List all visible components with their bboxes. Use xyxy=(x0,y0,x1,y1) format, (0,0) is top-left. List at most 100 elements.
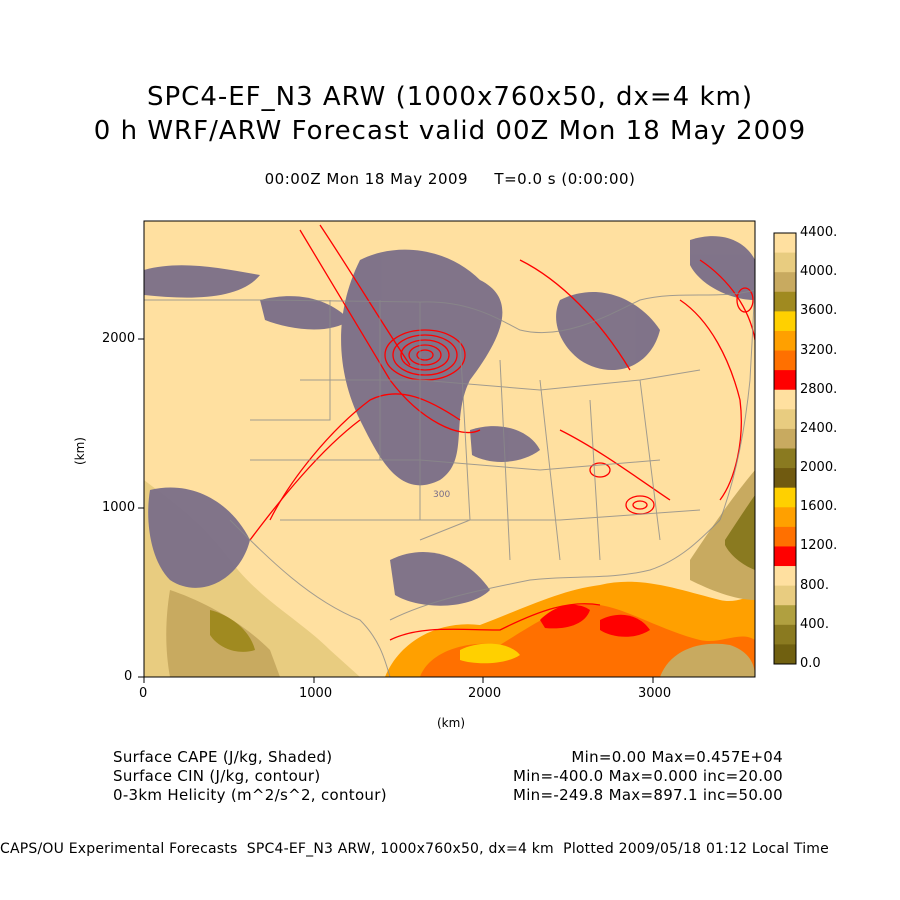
colorbar-swatch xyxy=(774,252,796,273)
colorbar-label: 800. xyxy=(800,577,829,593)
border-mexico xyxy=(229,519,391,677)
helicity-plume-3 xyxy=(269,393,461,521)
plot-title-line-1: SPC4-EF_N3 ARW (1000x760x50, dx=4 km) xyxy=(146,82,753,112)
cin-field-stats: Min=-400.0 Max=0.000 inc=20.00 xyxy=(512,767,783,785)
x-tick-label-1000: 1000 xyxy=(299,686,333,701)
colorbar-label: 3200. xyxy=(800,342,838,358)
state-line-11 xyxy=(280,509,701,521)
helicity-east-1 xyxy=(679,299,742,501)
colorbar-swatch xyxy=(774,624,796,645)
cape-west-terrain-dark-2 xyxy=(210,610,255,652)
colorbar-swatch xyxy=(774,389,796,410)
map-panel: 300 xyxy=(144,221,755,677)
colorbar-swatch xyxy=(774,468,796,489)
map-frame xyxy=(143,220,756,678)
cin-patch-north-2 xyxy=(260,296,350,330)
state-line-9 xyxy=(300,369,701,391)
coast-gulf xyxy=(389,519,721,621)
colorbar-label: 4000. xyxy=(800,264,838,280)
cape-gulf-water xyxy=(660,643,755,677)
colorbar-swatch xyxy=(774,448,796,469)
helicity-max-ring-2 xyxy=(392,334,458,376)
helicity-plume-4 xyxy=(249,419,361,541)
axis-ticks xyxy=(138,338,654,683)
cape-east-terrain xyxy=(690,470,755,600)
cape-east-terrain-dark xyxy=(725,495,755,570)
colorbar-label: 1200. xyxy=(800,538,838,554)
state-line-1 xyxy=(250,300,331,421)
state-line-10 xyxy=(250,459,661,471)
helicity-east-cell-2 xyxy=(632,500,648,510)
helicity-field-label: 0-3km Helicity (m^2/s^2, contour) xyxy=(113,786,387,804)
cin-patch-southwest xyxy=(148,487,250,588)
colorbar-label: 1600. xyxy=(800,499,838,515)
y-axis-label: (km) xyxy=(73,436,88,466)
helicity-field-stats: Min=-249.8 Max=897.1 inc=50.00 xyxy=(512,786,783,804)
y-tick-label-1000: 1000 xyxy=(102,500,136,515)
x-tick-label-0: 0 xyxy=(139,686,148,701)
colorbar-swatch xyxy=(774,644,796,665)
colorbar-label: 3600. xyxy=(800,303,838,319)
colorbar-swatch xyxy=(774,566,796,587)
x-tick-label-2000: 2000 xyxy=(468,686,502,701)
coast-east xyxy=(719,259,755,521)
colorbar-swatch xyxy=(774,585,796,606)
y-tick-label-2000: 2000 xyxy=(102,331,136,346)
helicity-plume-6 xyxy=(559,429,671,501)
helicity-plume-1 xyxy=(299,229,481,434)
cape-gulf-red-1 xyxy=(540,604,590,629)
colorbar-swatch xyxy=(774,311,796,332)
state-line-6 xyxy=(539,379,561,561)
cin-patch-east xyxy=(556,291,660,370)
colorbar-label: 400. xyxy=(800,616,829,632)
boundary-outlines xyxy=(144,259,755,677)
cape-field-label: Surface CAPE (J/kg, Shaded) xyxy=(113,748,333,766)
cape-field-stats: Min=0.00 Max=0.457E+04 xyxy=(571,748,783,766)
state-line-5 xyxy=(499,359,511,561)
colorbar-label: 4400. xyxy=(800,225,838,240)
colorbar-swatch xyxy=(774,428,796,449)
colorbar-swatch xyxy=(774,370,796,391)
helicity-east-cell-3 xyxy=(589,462,611,478)
colorbar-swatch xyxy=(774,272,796,293)
y-tick-label-0: 0 xyxy=(124,669,133,684)
helicity-plume-5 xyxy=(519,259,631,371)
colorbar-swatch xyxy=(774,350,796,371)
colorbar-swatch xyxy=(774,291,796,312)
plot-time-line: 00:00Z Mon 18 May 2009 T=0.0 s (0:00:00) xyxy=(264,170,636,188)
helicity-contours xyxy=(249,224,755,641)
colorbar-swatch xyxy=(774,605,796,626)
colorbar-swatch xyxy=(774,526,796,547)
cin-field-label: Surface CIN (J/kg, contour) xyxy=(113,767,321,785)
cape-gulf-red-2 xyxy=(600,614,650,637)
colorbar-label: 2400. xyxy=(800,420,838,436)
colorbar-swatch xyxy=(774,507,796,528)
colorbar-swatch xyxy=(774,546,796,567)
cin-patch-north-1 xyxy=(144,265,260,298)
x-axis-label: (km) xyxy=(437,716,466,730)
helicity-plume-2 xyxy=(319,224,411,366)
colorbar-swatch xyxy=(774,409,796,430)
colorbar-label: 2000. xyxy=(800,460,838,476)
colorbar xyxy=(773,232,797,665)
state-line-7 xyxy=(589,399,601,561)
cin-contour-label: 300 xyxy=(433,490,450,500)
colorbar-label: 2800. xyxy=(800,381,838,397)
colorbar-swatch xyxy=(774,233,796,254)
cin-patch-south-central xyxy=(390,551,490,606)
colorbar-swatch xyxy=(774,330,796,352)
cin-patch-northeast xyxy=(690,236,755,300)
helicity-max-ring-3 xyxy=(400,339,450,371)
footer-credit: CAPS/OU Experimental Forecasts SPC4-EF_N… xyxy=(0,841,829,857)
colorbar-frame xyxy=(773,232,797,665)
border-canada xyxy=(144,289,755,334)
cin-patch-midwest xyxy=(470,426,540,462)
colorbar-swatch xyxy=(774,487,796,508)
helicity-gulf-outline xyxy=(389,603,601,641)
cin-patches xyxy=(144,236,755,606)
cape-gulf-yellow xyxy=(460,643,520,664)
helicity-max-ring-4 xyxy=(408,344,442,366)
helicity-max-ring-5 xyxy=(416,349,434,361)
colorbar-label: 0.0 xyxy=(800,656,821,671)
